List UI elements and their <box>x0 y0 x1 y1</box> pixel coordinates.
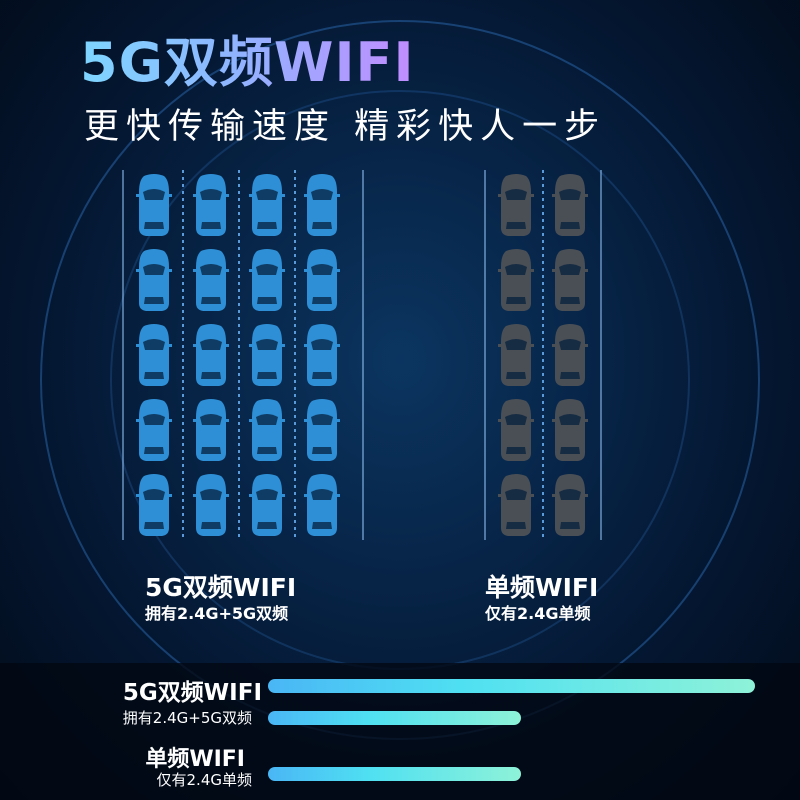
lane-line <box>484 170 486 540</box>
car-icon-blue <box>249 397 285 463</box>
car-icon-blue <box>193 472 229 538</box>
car-icon-blue <box>136 472 172 538</box>
page-title: 5G双频WIFI <box>80 18 415 97</box>
car-icon-blue <box>304 247 340 313</box>
speed-bar-single <box>268 767 522 781</box>
lane-divider <box>294 170 296 540</box>
lane-divider <box>182 170 184 540</box>
car-icon-grey <box>498 172 534 238</box>
car-icon-blue <box>136 322 172 388</box>
car-icon-blue <box>193 247 229 313</box>
car-icon-blue <box>193 322 229 388</box>
single-band-desc: 仅有2.4G单频 <box>485 604 591 623</box>
single-band-title: 单频WIFI <box>485 573 599 602</box>
dual-band-desc: 拥有2.4G+5G双频 <box>145 604 289 623</box>
lane-line <box>600 170 602 540</box>
car-icon-grey <box>552 397 588 463</box>
car-icon-grey <box>498 472 534 538</box>
lane-divider <box>238 170 240 540</box>
lane-line <box>362 170 364 540</box>
car-icon-grey <box>498 322 534 388</box>
car-icon-blue <box>249 472 285 538</box>
car-icon-blue <box>193 397 229 463</box>
car-icon-blue <box>193 172 229 238</box>
car-icon-grey <box>552 472 588 538</box>
car-icon-grey <box>552 172 588 238</box>
car-icon-blue <box>249 247 285 313</box>
car-icon-blue <box>304 172 340 238</box>
bar-label-dual: 5G双频WIFI <box>122 680 262 706</box>
car-icon-blue <box>304 472 340 538</box>
lane-line <box>122 170 124 540</box>
car-icon-grey <box>552 322 588 388</box>
car-icon-blue <box>249 172 285 238</box>
dual-band-title: 5G双频WIFI <box>145 573 297 602</box>
bar-label-dual-desc: 拥有2.4G+5G双频 <box>122 709 252 727</box>
speed-bar-dual <box>268 679 755 693</box>
lane-divider <box>542 170 544 540</box>
car-icon-blue <box>136 172 172 238</box>
car-icon-blue <box>304 322 340 388</box>
car-icon-blue <box>136 247 172 313</box>
page-subtitle: 更快传输速度 精彩快人一步 <box>84 107 607 147</box>
car-icon-grey <box>498 247 534 313</box>
car-icon-grey <box>498 397 534 463</box>
bar-label-single: 单频WIFI <box>145 747 245 772</box>
car-icon-blue <box>249 322 285 388</box>
speed-bar-dual-secondary <box>268 711 522 725</box>
car-icon-blue <box>136 397 172 463</box>
car-icon-blue <box>304 397 340 463</box>
bar-label-single-desc: 仅有2.4G单频 <box>156 771 252 789</box>
car-icon-grey <box>552 247 588 313</box>
